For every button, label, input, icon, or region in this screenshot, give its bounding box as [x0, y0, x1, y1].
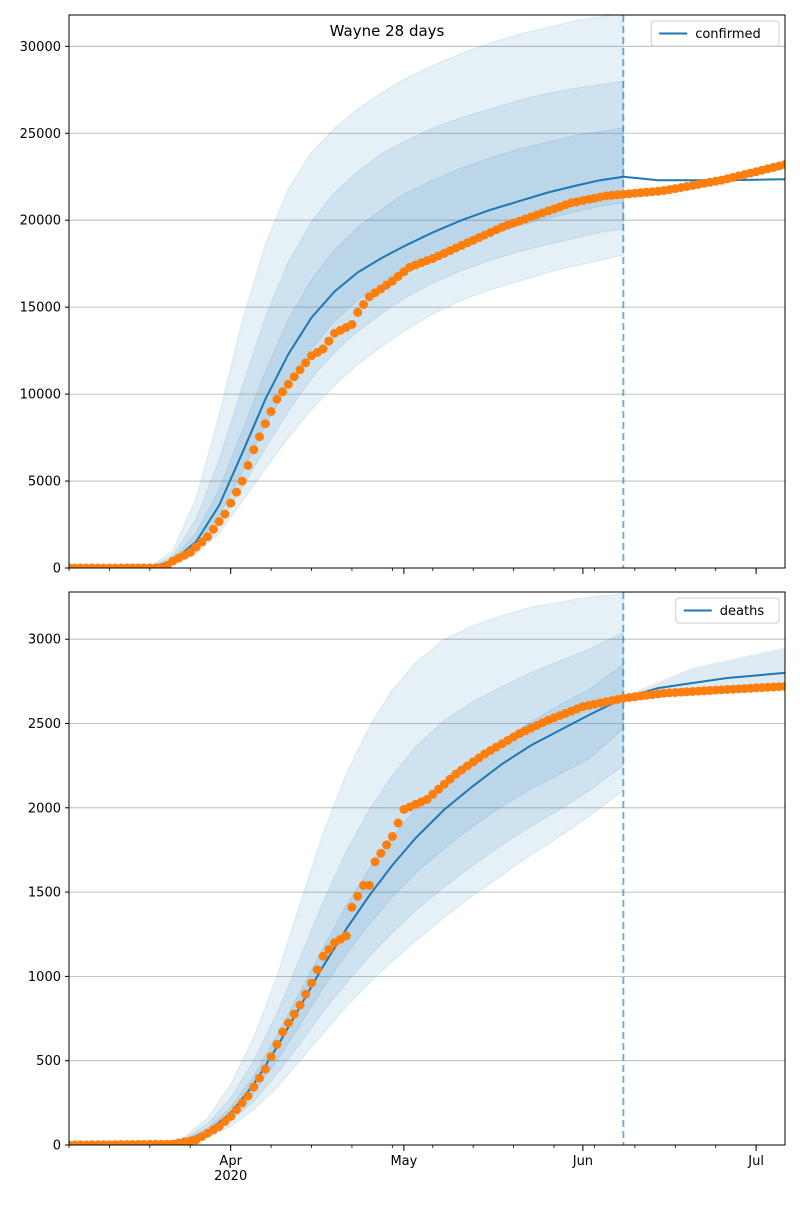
x-tick-label: Apr	[219, 1154, 242, 1169]
observed-point	[255, 432, 264, 442]
plot-frame	[68, 14, 786, 569]
y-tick-label: 3000	[28, 633, 61, 648]
observed-point	[283, 379, 293, 389]
observed-point	[197, 537, 207, 547]
observed-point	[278, 387, 288, 397]
observed-point	[347, 320, 357, 329]
x-tick-label: Jun	[572, 1154, 593, 1169]
observed-point	[295, 1000, 305, 1010]
plot-body	[69, 592, 785, 1145]
y-tick-label: 20000	[20, 214, 61, 229]
observed-point	[232, 487, 241, 497]
observed-point	[301, 989, 311, 999]
observed-point	[780, 160, 785, 170]
y-tick-label: 25000	[20, 127, 61, 142]
y-tick-label: 2500	[28, 717, 61, 732]
y-tick-label: 0	[53, 1139, 61, 1154]
observed-point	[237, 1098, 247, 1108]
observed-point	[226, 498, 236, 508]
legend: confirmed	[650, 20, 780, 47]
observed-point	[301, 358, 311, 368]
x-tick-label: May	[390, 1154, 417, 1169]
uncertainty-band-0	[149, 15, 624, 568]
observed-point	[272, 394, 282, 404]
observed-point	[214, 1122, 224, 1131]
chart-title: Wayne 28 days	[330, 22, 445, 40]
observed-point	[324, 336, 334, 346]
observed-point	[780, 681, 785, 691]
observed-point	[347, 902, 357, 912]
observed-point	[191, 542, 201, 552]
observed-point	[364, 880, 374, 890]
plot-area	[69, 15, 785, 568]
observed-point	[318, 344, 328, 354]
observed-point	[353, 307, 363, 317]
y-tick-label: 500	[36, 1054, 61, 1069]
observed-point	[393, 818, 403, 828]
plot-area	[69, 592, 785, 1145]
y-tick-label: 30000	[20, 40, 61, 55]
observed-point	[203, 532, 213, 542]
legend-box	[675, 597, 780, 624]
y-tick-label: 15000	[20, 301, 61, 316]
observed-point	[324, 944, 334, 954]
y-tick-label: 0	[53, 562, 61, 577]
observed-point	[382, 840, 392, 850]
observed-point	[387, 832, 397, 841]
observed-point	[220, 1116, 230, 1126]
observed-point	[353, 891, 363, 901]
observed-point	[295, 365, 305, 375]
observed-point	[226, 1111, 236, 1121]
observed-point	[318, 951, 328, 961]
observed-point	[359, 300, 368, 309]
observed-point	[283, 1018, 293, 1028]
model-line	[69, 175, 785, 568]
observed-point	[422, 794, 432, 804]
x-tick-label: Jul	[747, 1154, 764, 1169]
y-tick-label: 5000	[28, 475, 61, 490]
observed-point	[208, 524, 218, 534]
observed-point	[185, 547, 195, 557]
observed-point	[243, 460, 253, 470]
observed-point	[376, 848, 386, 858]
observed-point	[272, 1039, 282, 1049]
confirmed-panel: 0 5000 10000 15000 20000 25000 30000 Wayne 28 d…	[20, 14, 786, 577]
observed-point	[249, 1082, 259, 1092]
observed-point	[243, 1091, 253, 1101]
observed-point	[289, 1009, 299, 1019]
observed-point	[260, 1064, 270, 1074]
observed-point	[220, 509, 230, 519]
plot-frame	[68, 591, 786, 1146]
observed-point	[249, 445, 259, 455]
y-tick-label: 1500	[28, 886, 61, 901]
observed-point	[266, 407, 276, 416]
y-tick-label: 10000	[20, 388, 61, 403]
observed-point	[289, 372, 299, 382]
observed-point	[434, 784, 443, 794]
observed-point	[260, 419, 270, 429]
observed-point	[278, 1027, 288, 1037]
legend-label: confirmed	[695, 27, 761, 42]
observed-point	[214, 517, 224, 527]
y-tick-label: 2000	[28, 801, 61, 816]
observed-point	[370, 857, 380, 867]
observed-point	[439, 779, 449, 789]
observed-point	[312, 965, 322, 975]
legend: deaths	[675, 597, 780, 624]
y-tick-label: 1000	[28, 970, 61, 985]
observed-point	[232, 1105, 241, 1115]
observed-point	[255, 1073, 264, 1083]
observed-point	[307, 978, 316, 988]
legend-label: deaths	[720, 604, 765, 619]
observed-point	[341, 931, 351, 941]
plot-body	[69, 15, 785, 568]
x-tick-year-label: 2020	[214, 1169, 247, 1184]
observed-point	[237, 476, 247, 486]
observed-point	[266, 1052, 276, 1062]
legend-box	[650, 20, 780, 47]
